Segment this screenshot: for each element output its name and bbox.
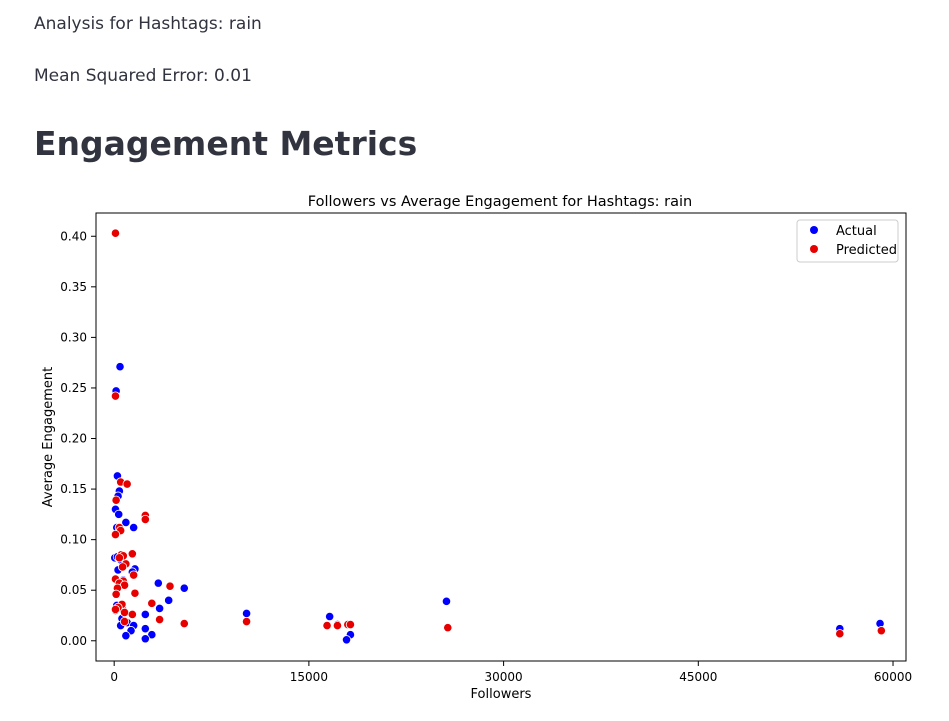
point-actual: [441, 596, 452, 606]
point-actual: [155, 603, 165, 614]
point-predicted: [127, 609, 137, 620]
y-tick-label: 0.40: [60, 229, 87, 243]
point-predicted: [127, 549, 137, 559]
x-axis-label: Followers: [471, 687, 532, 702]
point-predicted: [110, 391, 121, 401]
y-tick-label: 0.00: [60, 634, 87, 648]
y-tick-label: 0.15: [60, 482, 87, 496]
point-actual: [121, 517, 131, 528]
point-predicted: [332, 621, 343, 631]
point-actual: [179, 583, 189, 593]
point-actual: [140, 609, 150, 620]
point-predicted: [118, 562, 128, 572]
point-predicted: [130, 588, 140, 598]
mse-text: Mean Squared Error: 0.01: [34, 66, 252, 86]
legend: Actual Predicted: [796, 219, 899, 263]
x-tick-label: 30000: [485, 670, 523, 684]
x-tick-label: 45000: [679, 670, 717, 684]
point-actual: [140, 634, 150, 644]
point-predicted: [110, 228, 121, 238]
point-actual: [241, 608, 252, 619]
point-predicted: [322, 621, 332, 631]
legend-marker-predicted: [810, 245, 818, 253]
x-tick-label: 0: [110, 670, 118, 684]
point-predicted: [179, 618, 189, 629]
y-tick-label: 0.10: [60, 533, 87, 547]
analysis-text: Analysis for Hashtags: rain: [34, 14, 262, 34]
section-title: Engagement Metrics: [34, 124, 418, 163]
point-actual: [147, 630, 157, 640]
point-predicted: [155, 614, 165, 625]
y-tick-label: 0.20: [60, 432, 87, 446]
y-tick-label: 0.05: [60, 583, 87, 597]
y-tick-label: 0.25: [60, 381, 87, 395]
chart-title: Followers vs Average Engagement for Hash…: [308, 194, 693, 210]
y-tick-label: 0.30: [60, 330, 87, 344]
point-predicted: [835, 629, 845, 639]
legend-marker-actual: [810, 226, 818, 234]
plot-area: [95, 212, 907, 662]
y-tick-label: 0.35: [60, 280, 87, 294]
point-predicted: [110, 529, 121, 540]
point-predicted: [140, 514, 150, 525]
point-predicted: [241, 616, 252, 627]
point-actual: [341, 635, 352, 645]
x-tick-label: 60000: [874, 670, 912, 684]
legend-label-actual: Actual: [836, 224, 877, 239]
point-predicted: [147, 598, 157, 608]
point-predicted: [165, 581, 175, 591]
point-predicted: [114, 553, 124, 563]
point-predicted: [111, 495, 121, 505]
point-predicted: [129, 570, 139, 580]
legend-label-predicted: Predicted: [836, 243, 897, 258]
point-actual: [114, 509, 124, 519]
point-actual: [153, 578, 163, 588]
point-predicted: [119, 607, 130, 618]
point-actual: [325, 611, 335, 622]
point-actual: [140, 624, 150, 634]
point-actual: [115, 362, 125, 372]
point-predicted: [111, 589, 121, 599]
x-tick-label: 15000: [290, 670, 328, 684]
point-actual: [129, 522, 139, 533]
y-axis-label: Average Engagement: [41, 367, 56, 507]
point-predicted: [443, 623, 453, 633]
point-predicted: [876, 626, 886, 636]
point-predicted: [110, 604, 121, 615]
point-actual: [121, 631, 131, 641]
point-predicted: [345, 619, 356, 630]
point-predicted: [119, 616, 130, 627]
legend-box: [796, 219, 899, 263]
point-actual: [164, 595, 174, 605]
point-predicted: [122, 479, 132, 489]
